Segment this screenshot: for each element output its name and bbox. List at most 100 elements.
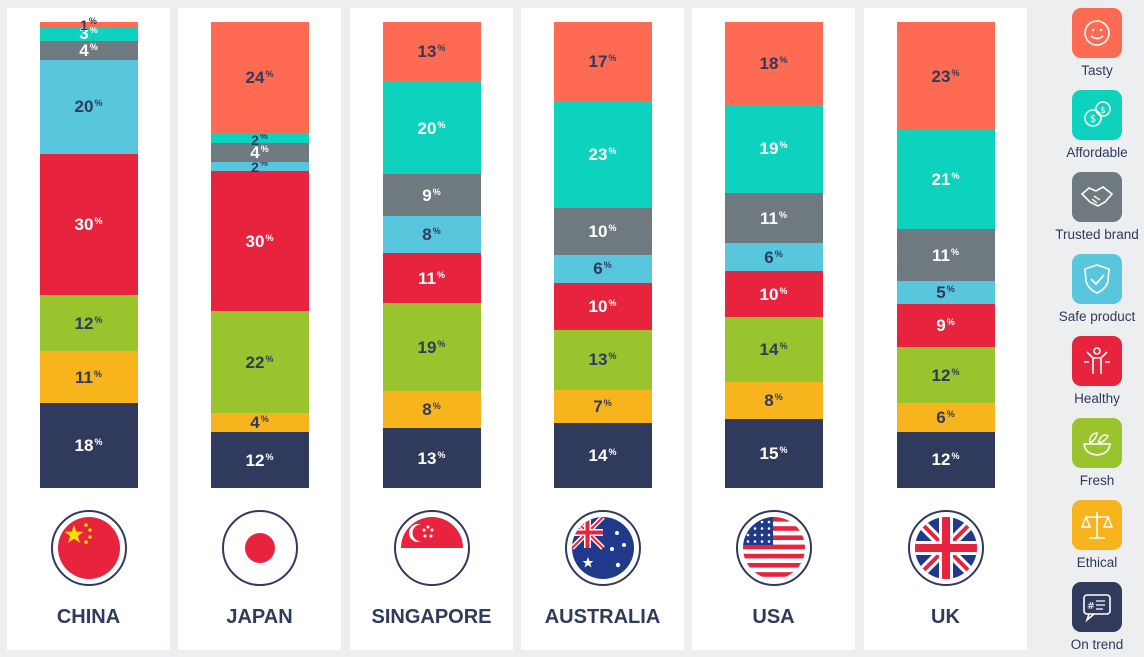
data-label: 30%	[245, 231, 274, 251]
legend-label: On trend	[1070, 637, 1124, 652]
bar-segment	[39, 295, 138, 352]
data-label: 10%	[588, 296, 617, 316]
data-label: 12%	[245, 450, 274, 470]
data-label: 21%	[931, 170, 960, 190]
bar-segment	[724, 192, 823, 244]
data-label: 11%	[760, 208, 787, 228]
category-label: JAPAN	[226, 606, 293, 628]
bar-segment	[724, 105, 823, 193]
bar-segment	[382, 252, 481, 304]
data-label: 12%	[931, 450, 960, 470]
data-label: 17%	[588, 52, 617, 72]
handshake-icon	[1072, 172, 1122, 222]
data-label: 18%	[759, 54, 788, 74]
bar-segment	[210, 413, 309, 433]
bar-segment	[896, 280, 995, 305]
data-label: 23%	[931, 66, 960, 86]
bar-segment	[724, 317, 823, 382]
data-label: 12%	[931, 365, 960, 385]
data-label: 7%	[593, 396, 612, 416]
bar-segment	[896, 304, 995, 347]
data-label: 9%	[936, 316, 955, 336]
bowl-icon	[1072, 418, 1122, 468]
bar-segment	[210, 161, 309, 172]
data-label: 1%	[80, 16, 97, 34]
bar-segment	[382, 215, 481, 253]
data-label: 8%	[422, 400, 441, 420]
data-label: 6%	[593, 259, 612, 279]
bar-segment	[553, 22, 652, 102]
svg-text:$: $	[1100, 106, 1106, 116]
bar-segment	[382, 428, 481, 488]
data-label: 11%	[75, 367, 102, 387]
data-label: 10%	[759, 284, 788, 304]
svg-text:#: #	[1087, 601, 1095, 612]
shield-icon	[1072, 254, 1122, 304]
bar-segment	[553, 208, 652, 255]
bar-segment	[553, 390, 652, 423]
bar-segment	[39, 22, 138, 27]
bar-segment	[553, 255, 652, 283]
bar-segment	[39, 153, 138, 295]
legend-label: Trusted brand	[1055, 227, 1139, 242]
data-label: 11%	[932, 245, 959, 265]
category-label: UK	[931, 606, 960, 628]
bar-segment	[382, 303, 481, 392]
bar-segment	[896, 229, 995, 281]
data-label: 5%	[936, 283, 955, 303]
bar-segment	[210, 310, 309, 414]
person-icon	[1072, 336, 1122, 386]
smiley-icon	[1072, 8, 1122, 58]
data-label: 8%	[764, 390, 783, 410]
data-label: 3%	[79, 24, 98, 44]
bar-segment	[724, 271, 823, 318]
data-label: 4%	[250, 413, 269, 433]
data-label: 20%	[74, 97, 103, 117]
data-label: 9%	[422, 185, 441, 205]
data-label: 6%	[764, 247, 783, 267]
legend-label: Ethical	[1076, 555, 1118, 570]
data-label: 11%	[418, 268, 445, 288]
bar-segment	[553, 422, 652, 488]
bar-segment	[553, 282, 652, 330]
singapore-flag-icon	[393, 510, 470, 586]
usa-flag-icon	[735, 510, 812, 586]
legend-item: Safe product	[1050, 254, 1144, 324]
data-label: 14%	[759, 340, 788, 360]
bar-segment	[382, 81, 481, 175]
bar-segment	[210, 171, 309, 311]
bar-segment	[553, 329, 652, 391]
legend-item: Tasty	[1050, 8, 1144, 78]
bar-segment	[210, 22, 309, 134]
data-label: 15%	[759, 443, 788, 463]
bar-segment	[724, 381, 823, 419]
bar-segment	[382, 174, 481, 216]
legend-item: Trusted brand	[1050, 172, 1144, 242]
bar-segment	[39, 59, 138, 154]
data-label: 4%	[79, 40, 98, 60]
data-label: 10%	[588, 222, 617, 242]
data-label: 24%	[245, 68, 274, 88]
bar-segment	[896, 346, 995, 404]
china-flag-icon	[50, 510, 127, 586]
data-label: 4%	[250, 142, 269, 162]
legend-item: Healthy	[1050, 336, 1144, 406]
data-label: 13%	[417, 448, 446, 468]
bar-segment	[896, 22, 995, 131]
legend-item: Ethical	[1050, 500, 1144, 570]
data-label: 12%	[74, 313, 103, 333]
bar-segment	[724, 22, 823, 106]
bar-segment	[39, 26, 138, 41]
bar-segment	[210, 143, 309, 162]
uk-flag-icon	[907, 510, 984, 586]
legend-label: Fresh	[1079, 473, 1115, 488]
data-label: 18%	[74, 436, 103, 456]
bar-segment	[553, 101, 652, 209]
bar-segment	[896, 431, 995, 488]
category-label: AUSTRALIA	[544, 606, 661, 628]
data-label: 19%	[417, 337, 446, 357]
legend-item: $ $ Affordable	[1050, 90, 1144, 160]
legend-label: Tasty	[1081, 63, 1113, 78]
svg-text:$: $	[1090, 114, 1096, 125]
